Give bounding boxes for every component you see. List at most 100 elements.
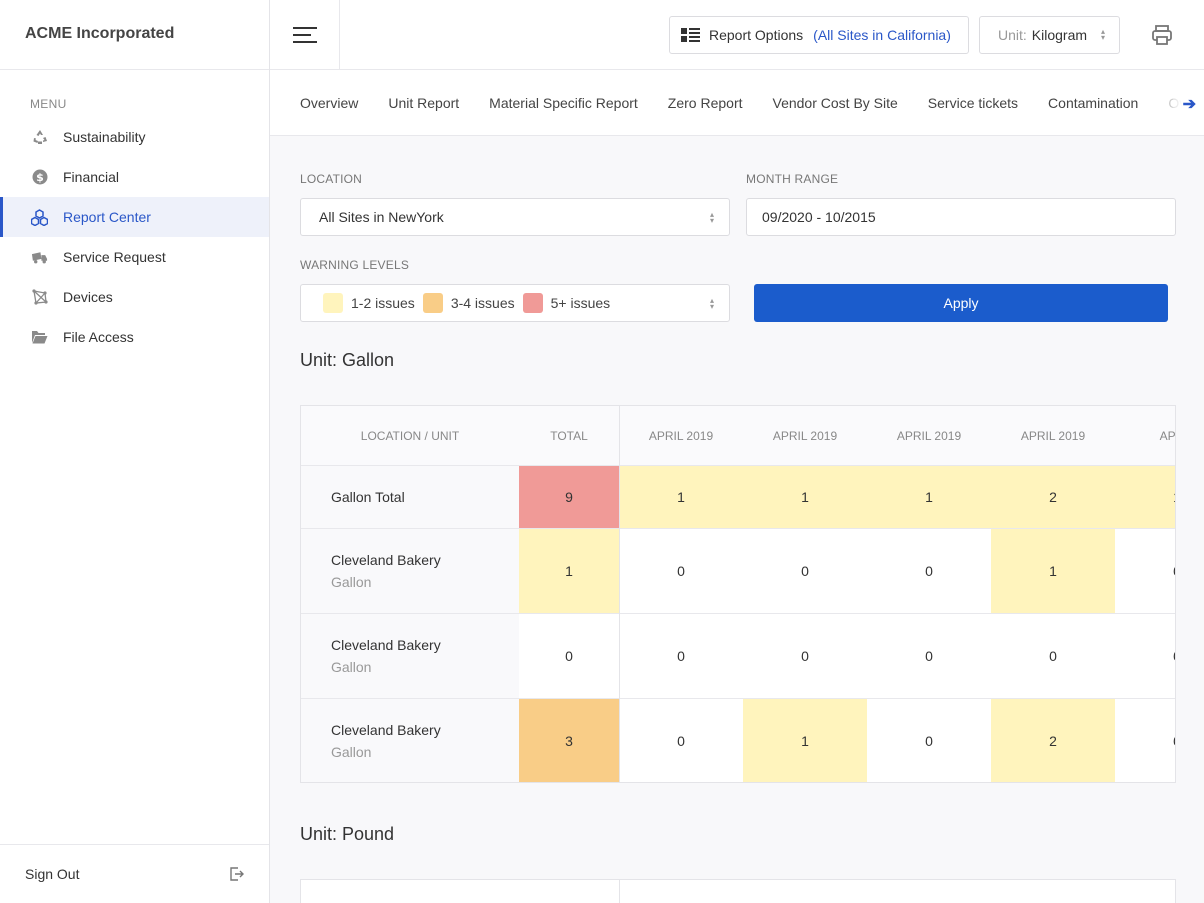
warning-level-1-2: 1-2 issues — [323, 293, 415, 313]
print-icon[interactable] — [1151, 24, 1173, 46]
month-range-label: MONTH RANGE — [746, 172, 839, 186]
sidebar-item-financial[interactable]: $ Financial — [0, 157, 269, 197]
value-cell: 0 — [991, 613, 1115, 698]
table-header-cell: APRIL 2019 — [619, 406, 743, 465]
section-heading-gallon: Unit: Gallon — [300, 350, 395, 370]
warning-level-label: 3-4 issues — [450, 295, 515, 311]
total-cell: 9 — [519, 465, 619, 528]
value-cell: 0 — [1115, 698, 1175, 782]
tabs-scroll-right-icon[interactable]: ➔ — [1172, 94, 1196, 114]
select-caret-icon: ▴ ▾ — [1100, 27, 1105, 42]
cubes-icon — [31, 208, 48, 226]
table-header-cell: TOTAL — [519, 406, 619, 465]
sidebar-item-service-request[interactable]: Service Request — [0, 237, 269, 277]
report-options-value: (All Sites in California) — [813, 27, 951, 43]
tab-unit-report[interactable]: Unit Report — [388, 94, 460, 111]
warning-swatch — [522, 293, 543, 313]
table-row-location: Cleveland Bakery Gallon — [301, 528, 519, 613]
pound-table — [300, 879, 1176, 903]
menu-title: MENU — [30, 97, 67, 111]
svg-text:$: $ — [36, 171, 44, 184]
value-cell: 2 — [991, 698, 1115, 782]
warning-levels-label: WARNING LEVELS — [300, 258, 410, 272]
location-name: Cleveland Bakery — [331, 722, 441, 738]
location-name: Gallon Total — [331, 489, 405, 505]
logout-icon — [230, 867, 244, 881]
tab-vendor-cost-by-site[interactable]: Vendor Cost By Site — [772, 94, 898, 111]
tab-overview[interactable]: Overview — [300, 94, 359, 111]
location-unit: Gallon — [331, 574, 372, 590]
unit-select-label: Unit: — [998, 27, 1027, 43]
tab-material-specific-report[interactable]: Material Specific Report — [489, 94, 638, 111]
location-unit: Gallon — [331, 659, 372, 675]
report-options-label: Report Options — [709, 27, 804, 43]
warning-levels-select[interactable]: 1-2 issues 3-4 issues 5+ issues ▴ ▾ — [300, 284, 730, 322]
month-range-input[interactable]: 09/2020 - 10/2015 — [746, 198, 1176, 236]
sidebar-item-label: Report Center — [63, 209, 151, 225]
select-caret-icon: ▴ ▾ — [709, 296, 714, 311]
value-cell: 1 — [991, 528, 1115, 613]
sidebar-item-label: Service Request — [63, 249, 166, 265]
total-cell: 1 — [519, 528, 619, 613]
top-bar: Report Options (All Sites in California)… — [270, 0, 1204, 70]
total-cell: 0 — [519, 613, 619, 698]
location-label: LOCATION — [300, 172, 363, 186]
value-cell: 0 — [867, 528, 991, 613]
warning-swatch — [323, 293, 343, 313]
folder-icon — [31, 329, 48, 346]
dollar-icon: $ — [31, 169, 48, 186]
tab-service-tickets[interactable]: Service tickets — [927, 94, 1019, 111]
value-cell: 1 — [867, 465, 991, 528]
value-cell: 1 — [743, 698, 867, 782]
sidebar-item-label: Sustainability — [63, 129, 146, 145]
sidebar-item-report-center[interactable]: Report Center — [0, 197, 269, 237]
location-value: All Sites in NewYork — [319, 209, 444, 225]
value-cell: 0 — [619, 613, 743, 698]
select-caret-icon: ▴ ▾ — [709, 210, 714, 225]
sign-out-label: Sign Out — [25, 866, 80, 882]
value-cell: 0 — [1115, 613, 1175, 698]
table-column-divider — [619, 880, 620, 903]
tab-contamination[interactable]: Contamination — [1048, 94, 1139, 111]
value-cell: 1 — [1115, 465, 1175, 528]
value-cell: 0 — [743, 528, 867, 613]
value-cell: 1 — [619, 465, 743, 528]
table-header-cell: APRIL — [1115, 406, 1175, 465]
brand-name: ACME Incorporated — [0, 0, 269, 70]
sidebar-item-sustainability[interactable]: Sustainability — [0, 117, 269, 157]
sidebar-item-label: Financial — [63, 169, 120, 185]
recycle-icon — [31, 129, 48, 146]
sidebar-item-file-access[interactable]: File Access — [0, 317, 269, 357]
location-name: Cleveland Bakery — [331, 552, 441, 568]
table-header-cell: APRIL 2019 — [867, 406, 991, 465]
sidebar-item-devices[interactable]: Devices — [0, 277, 269, 317]
location-name: Cleveland Bakery — [331, 637, 441, 653]
apply-button[interactable]: Apply — [754, 284, 1168, 322]
gallon-table: LOCATION / UNIT TOTAL APRIL 2019 APRIL 2019… — [300, 405, 1176, 783]
location-select[interactable]: All Sites in NewYork ▴ ▾ — [300, 198, 730, 236]
warning-level-5-plus: 5+ issues — [522, 293, 611, 313]
tab-zero-report[interactable]: Zero Report — [667, 94, 743, 111]
value-cell: 0 — [619, 528, 743, 613]
unit-select[interactable]: Unit: Kilogram ▴ ▾ — [979, 16, 1120, 54]
warning-level-label: 1-2 issues — [351, 295, 415, 311]
table-row-location: Cleveland Bakery Gallon — [301, 613, 519, 698]
value-cell: 0 — [1115, 528, 1175, 613]
report-options-button[interactable]: Report Options (All Sites in California) — [669, 16, 969, 54]
table-header-cell: APRIL 2019 — [743, 406, 867, 465]
sidebar-item-label: Devices — [63, 289, 113, 305]
sign-out-button[interactable]: Sign Out — [0, 844, 269, 903]
value-cell: 0 — [743, 613, 867, 698]
truck-icon — [31, 249, 48, 266]
table-column-divider — [619, 406, 620, 782]
value-cell: 2 — [991, 465, 1115, 528]
hamburger-menu-icon[interactable] — [270, 0, 340, 69]
unit-select-value: Kilogram — [1031, 27, 1088, 43]
warning-level-label: 5+ issues — [550, 295, 611, 311]
network-icon — [31, 289, 48, 306]
sidebar: ACME Incorporated MENU Sustainability $ … — [0, 0, 270, 903]
month-range-value: 09/2020 - 10/2015 — [762, 209, 876, 225]
table-row-location: Cleveland Bakery Gallon — [301, 698, 519, 782]
warning-swatch — [422, 293, 443, 313]
value-cell: 0 — [867, 698, 991, 782]
